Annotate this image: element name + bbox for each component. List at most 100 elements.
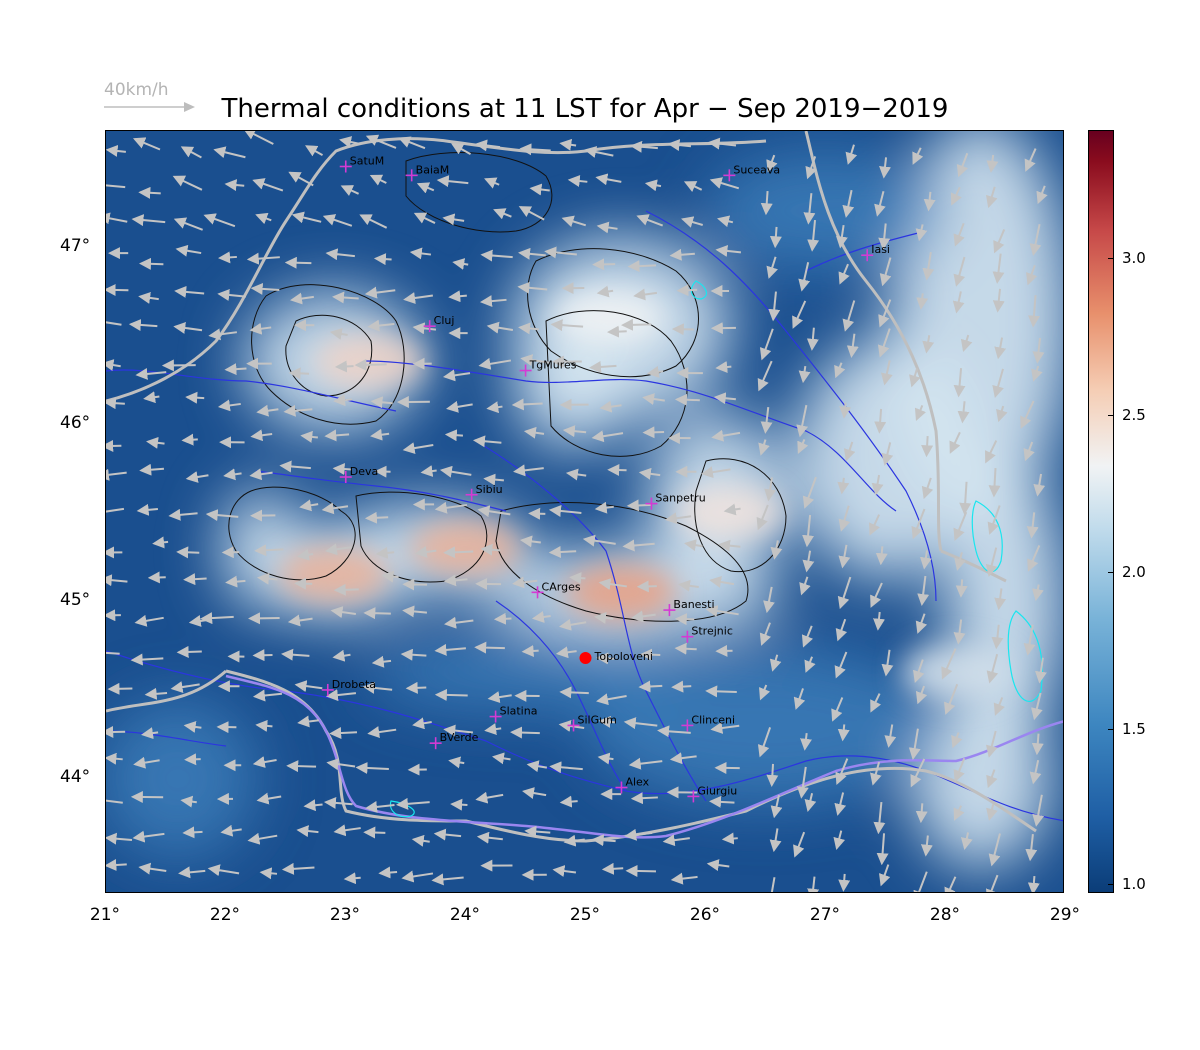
wind-vector <box>176 645 202 658</box>
wind-vector <box>770 877 776 892</box>
wind-vector <box>798 365 811 384</box>
x-axis-label: 29° <box>1049 905 1081 925</box>
wind-vector <box>626 499 652 512</box>
wind-vector <box>480 543 501 556</box>
wind-vector <box>914 404 927 421</box>
wind-vector <box>561 215 587 228</box>
wind-vector <box>217 399 241 412</box>
wind-vector <box>297 715 319 728</box>
wind-vector <box>769 654 782 672</box>
wind-vector <box>257 572 278 585</box>
wind-vector <box>203 213 236 228</box>
wind-vector <box>200 612 234 625</box>
wind-vector <box>359 214 388 229</box>
wind-vector <box>913 871 928 892</box>
wind-vector <box>843 441 856 462</box>
wind-vector <box>796 766 809 799</box>
wind-vector <box>1027 545 1041 572</box>
wind-vector <box>944 876 957 892</box>
wind-vector <box>723 503 741 516</box>
wind-vector <box>146 436 165 449</box>
wind-vector <box>520 354 550 367</box>
city-marker: Sanpetru <box>645 492 706 510</box>
wind-vector <box>986 653 999 684</box>
wind-vector <box>325 248 355 261</box>
x-axis-label: 21° <box>89 905 121 925</box>
wind-vector <box>838 544 851 569</box>
wind-vector <box>106 359 121 371</box>
wind-vector <box>667 139 692 152</box>
wind-vector <box>804 656 816 673</box>
wind-vector <box>953 222 965 247</box>
wind-vector <box>510 726 540 739</box>
x-axis-label: 27° <box>809 905 841 925</box>
wind-vector <box>642 393 665 405</box>
wind-vector <box>370 428 390 441</box>
wind-vector <box>985 547 998 577</box>
wind-vector <box>243 131 274 145</box>
wind-vector <box>878 223 891 251</box>
colorbar-label: 2.5 <box>1122 406 1146 424</box>
wind-vector <box>225 575 246 588</box>
wind-vector <box>398 136 426 150</box>
wind-vector <box>436 175 469 188</box>
wind-vector <box>953 256 966 287</box>
wind-vector <box>550 319 584 332</box>
colorbar-label: 1.0 <box>1122 875 1146 893</box>
wind-vector <box>472 435 502 448</box>
wind-vector <box>944 683 959 715</box>
wind-vector <box>709 795 735 808</box>
wind-vector <box>444 616 474 629</box>
wind-vector <box>294 680 323 693</box>
wind-vector <box>559 618 587 631</box>
wind-vector <box>450 798 468 811</box>
wind-vector <box>953 368 966 398</box>
wind-vector <box>671 680 692 693</box>
colorbar-tick <box>1108 415 1114 416</box>
wind-vector <box>923 191 936 212</box>
wind-vector <box>249 322 272 335</box>
wind-vector <box>475 791 504 804</box>
wind-vector <box>757 360 773 392</box>
wind-vector <box>792 300 807 329</box>
wind-vector <box>709 576 735 588</box>
thermal-hotspot <box>554 289 665 346</box>
wind-vector <box>1027 875 1040 892</box>
wind-vector <box>806 327 819 351</box>
city-marker: Iasi <box>861 243 890 262</box>
wind-vector <box>596 693 627 706</box>
thermal-hotspot <box>278 546 389 603</box>
wind-vector <box>770 540 783 560</box>
wind-vector <box>439 465 472 478</box>
wind-vector <box>921 435 934 458</box>
wind-vector <box>444 429 463 442</box>
wind-vector <box>330 606 356 619</box>
wind-vector <box>881 649 894 677</box>
wind-vector <box>921 477 934 500</box>
wind-vector <box>953 805 965 821</box>
wind-vector <box>281 648 310 661</box>
wind-vector <box>606 325 627 338</box>
wind-vector <box>953 757 966 783</box>
wind-vector <box>766 154 778 173</box>
wind-vector <box>769 828 782 853</box>
wind-vector <box>960 334 973 352</box>
wind-vector <box>985 440 998 464</box>
wind-vector <box>953 619 966 645</box>
wind-vector <box>758 439 770 456</box>
wind-vector <box>531 610 551 623</box>
wind-vector <box>629 140 658 153</box>
wind-vector <box>636 214 664 227</box>
city-label: Sibiu <box>476 483 503 496</box>
wind-vector <box>922 251 935 281</box>
city-label: CArges <box>542 580 581 593</box>
wind-vector <box>369 174 387 186</box>
wind-vector <box>522 787 547 799</box>
wind-vector <box>409 247 432 260</box>
city-marker: BaiaM <box>405 163 449 182</box>
wind-vector <box>873 801 886 835</box>
thermal-hotspot <box>410 519 521 576</box>
wind-vector <box>286 760 317 773</box>
wind-vector <box>448 290 467 303</box>
city-marker: Banesti <box>663 598 715 617</box>
